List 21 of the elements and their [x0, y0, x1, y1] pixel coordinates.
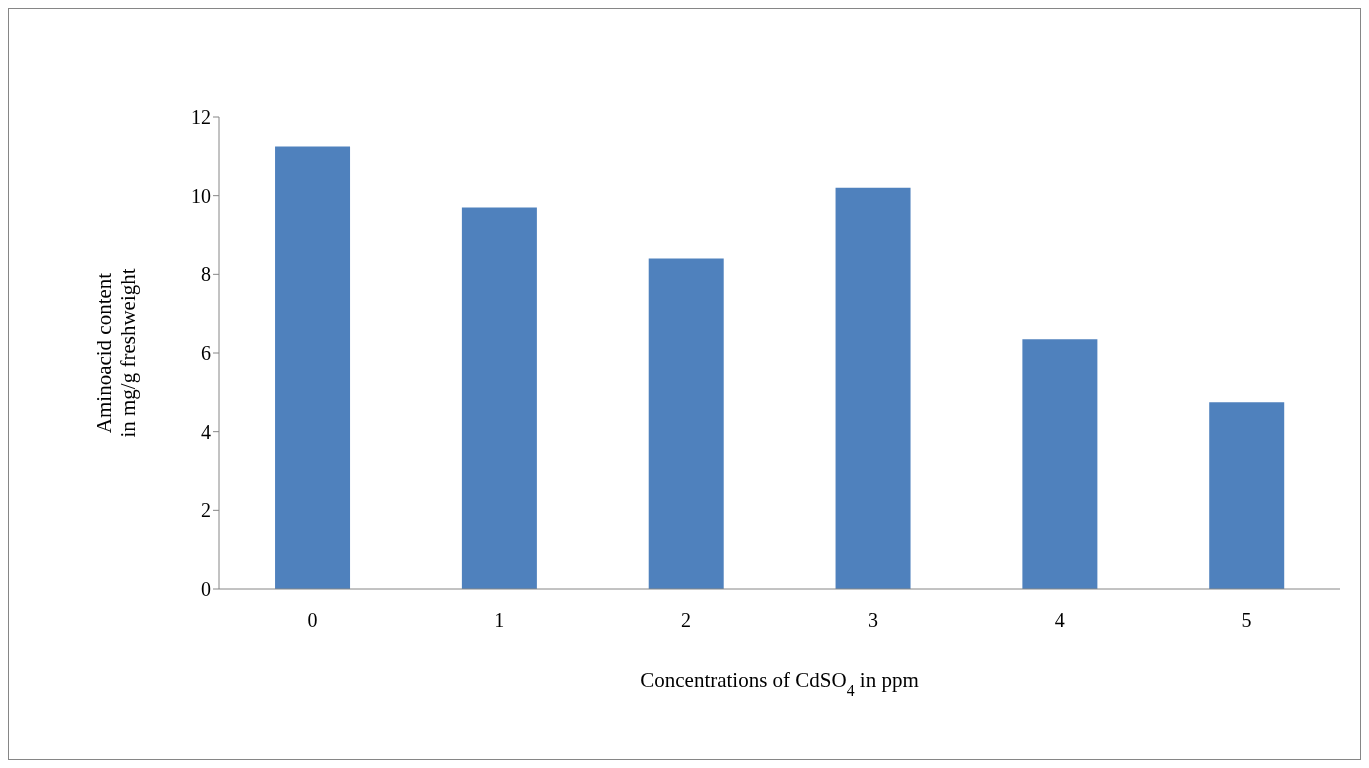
- y-tick-label: 4: [201, 420, 211, 443]
- x-axis-title: Concentrations of CdSO$_{4}$ in ppm: [640, 668, 919, 699]
- y-tick-label: 8: [201, 263, 211, 286]
- y-tick-label: 10: [191, 184, 211, 207]
- bar: [648, 258, 724, 589]
- y-tick-label: 2: [201, 499, 211, 522]
- bar: [1022, 339, 1098, 589]
- x-tick-label: 5: [1241, 609, 1252, 632]
- y-tick-label: 6: [201, 342, 211, 365]
- y-axis-title: Aminoacid content in mg/g freshweight: [92, 268, 140, 438]
- bar: [275, 146, 351, 589]
- bar: [461, 207, 537, 589]
- x-tick-label: 0: [307, 609, 318, 632]
- x-tick-label: 3: [867, 609, 878, 632]
- y-tick-label: 12: [191, 106, 211, 129]
- bar: [835, 187, 911, 589]
- bar: [1209, 402, 1285, 589]
- x-tick-label: 1: [494, 609, 505, 632]
- y-tick-label: 0: [201, 578, 211, 601]
- x-tick-label: 4: [1054, 609, 1065, 632]
- x-tick-label: 2: [681, 609, 692, 632]
